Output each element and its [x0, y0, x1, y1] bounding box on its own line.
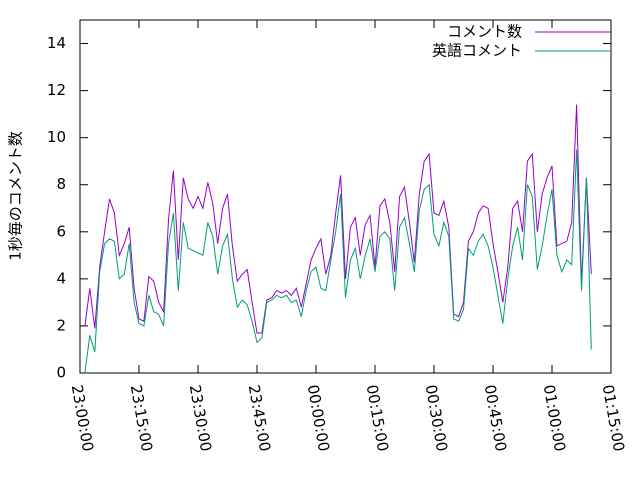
x-tick-label: 23:00:00 [68, 383, 97, 452]
series-line [84, 104, 592, 334]
x-tick-label: 00:15:00 [363, 383, 392, 452]
x-tick-label: 00:30:00 [422, 383, 451, 452]
legend-label: コメント数 [447, 23, 522, 41]
y-axis-label: 1秒毎のコメント数 [7, 131, 25, 261]
y-tick-label: 10 [47, 128, 66, 146]
legend-label: 英語コメント [432, 42, 522, 60]
y-tick-label: 12 [47, 81, 66, 99]
y-tick-label: 6 [56, 222, 66, 240]
y-tick-label: 8 [56, 175, 66, 193]
x-tick-label: 23:45:00 [245, 383, 274, 452]
y-tick-label: 4 [56, 269, 66, 287]
x-tick-label: 23:30:00 [186, 383, 215, 452]
y-tick-label: 2 [56, 316, 66, 334]
x-tick-label: 01:00:00 [540, 383, 569, 452]
x-tick-label: 00:00:00 [304, 383, 333, 452]
y-tick-label: 0 [56, 364, 66, 382]
x-tick-label: 00:45:00 [481, 383, 510, 452]
x-tick-label: 23:15:00 [127, 383, 156, 452]
plot-border [79, 19, 612, 374]
x-tick-label: 01:15:00 [599, 383, 628, 452]
series-line [84, 149, 592, 374]
y-tick-label: 14 [47, 34, 66, 52]
